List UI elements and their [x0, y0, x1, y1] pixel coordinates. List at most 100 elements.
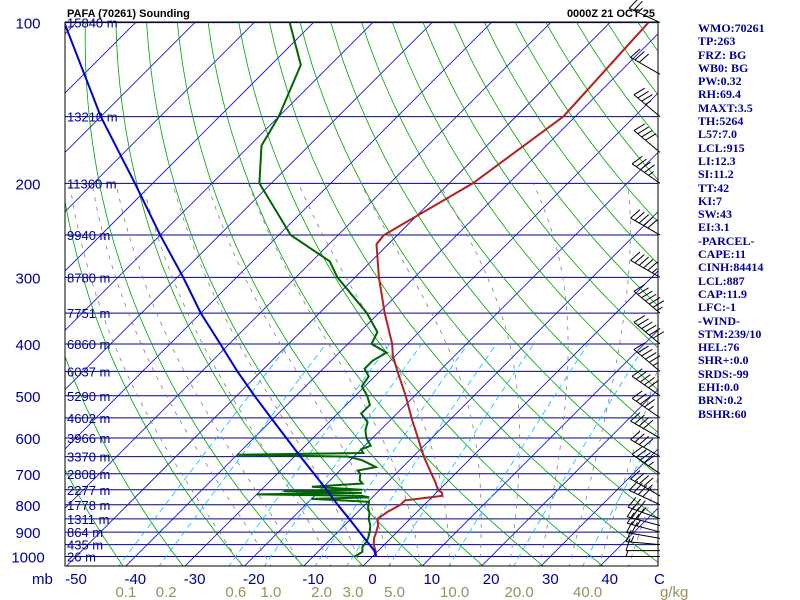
height-label: 6037 m [67, 364, 110, 379]
mixing-ratio-line [448, 343, 589, 566]
moist-adiabat-line [206, 183, 391, 566]
height-label: 11360 m [67, 176, 117, 191]
wind-barb [626, 521, 661, 539]
moist-adiabat-line [360, 183, 482, 566]
stat-line: TT:42 [698, 180, 730, 195]
temperature-tick-label: 20 [483, 571, 500, 588]
mixing-ratio-grid [118, 343, 658, 566]
height-label: 435 m [67, 538, 103, 553]
stat-line: EI:3.1 [698, 220, 730, 235]
temperature-tick-label: 30 [542, 571, 559, 588]
dry-adiabat-line [65, 199, 244, 566]
temperature-tick-label: -20 [243, 571, 265, 588]
stat-line: PW:0.32 [698, 74, 742, 89]
dry-adiabat-line [299, 22, 658, 519]
height-label: 5290 m [67, 389, 110, 404]
height-label: 3370 m [67, 450, 110, 465]
mixing-ratio-tick-label: 0.6 [225, 584, 246, 600]
wind-barb [633, 284, 665, 314]
stat-line: CAPE:11 [698, 247, 746, 262]
wind-barb [633, 87, 661, 117]
height-label: 9940 m [67, 228, 110, 243]
moist-adiabat-line [598, 366, 658, 566]
dry-adiabat-line [0, 0, 4, 568]
height-label: 4602 m [67, 411, 110, 426]
temperature-profile-line [372, 22, 650, 557]
isotherm-line [540, 448, 658, 566]
dry-adiabat-line [268, 22, 658, 563]
dry-adiabat-line [361, 22, 658, 433]
pressure-tick-label: 900 [15, 525, 40, 542]
mixing-ratio-line [158, 343, 327, 566]
dry-adiabat-line [238, 22, 604, 566]
wind-barb [627, 496, 661, 520]
stat-line: CAP:11.9 [698, 286, 747, 301]
height-label: 1311 m [67, 512, 109, 527]
dry-adiabat-line [391, 22, 658, 391]
wind-barb [631, 446, 661, 475]
isotherm-line [184, 92, 658, 566]
wind-barb [631, 155, 661, 184]
height-label: 8780 m [67, 270, 110, 285]
pressure-unit-label: mb [32, 571, 53, 588]
isotherm-line [65, 22, 196, 153]
dry-adiabat-line [65, 355, 184, 566]
dry-adiabat-line [330, 22, 658, 476]
pressure-tick-label: 500 [15, 389, 40, 406]
pressure-tick-label: 200 [15, 176, 40, 193]
wind-barb [630, 412, 661, 439]
stat-line: LCL:915 [698, 140, 745, 155]
pressure-tick-label: 1000 [11, 550, 44, 567]
moist-adiabat-line [533, 183, 569, 566]
stat-line: L57:7.0 [698, 127, 737, 142]
moist-adiabat-line [91, 183, 272, 566]
height-label: 7751 m [67, 306, 110, 321]
wind-barb [630, 430, 661, 458]
stat-line: -WIND- [698, 313, 740, 328]
temperature-tick-label: -40 [124, 571, 146, 588]
chart-title: PAFA (70261) Sounding [67, 8, 190, 20]
stat-line: -PARCEL- [698, 233, 755, 248]
height-label: 15840 m [67, 16, 118, 31]
moist-adiabat-line [438, 183, 520, 566]
wind-barb [633, 123, 661, 153]
wind-barb [626, 505, 661, 527]
wind-barb [625, 529, 661, 546]
stat-line: CINH:84414 [698, 260, 764, 275]
parcel-profile-line [65, 22, 378, 557]
dry-adiabat-grid [0, 0, 658, 568]
pressure-tick-label: 800 [15, 498, 40, 515]
pressure-tick-label: 100 [15, 16, 40, 33]
stat-line: BRN:0.2 [698, 393, 743, 408]
temperature-unit-label: C [654, 571, 665, 588]
stat-line: BSHR:60 [698, 406, 747, 421]
stat-line: LCL:887 [698, 273, 745, 288]
dry-adiabat-line [207, 22, 544, 566]
mixing-ratio-line [314, 343, 469, 566]
height-label: 6860 m [67, 337, 110, 352]
moist-adiabat-line [69, 183, 242, 566]
moist-adiabat-line [115, 183, 302, 566]
stat-line: WMO:70261 [698, 21, 765, 35]
mixing-ratio-tick-label: 10.0 [440, 584, 469, 600]
chart-timestamp: 0000Z 21 OCT 25 [567, 8, 655, 20]
wind-barb [631, 390, 661, 419]
isotherm-line [65, 22, 552, 509]
isotherm-line [65, 22, 315, 272]
isotherm-line [65, 22, 612, 566]
temperature-tick-label: 10 [423, 571, 440, 588]
dry-adiabat-line [146, 22, 424, 566]
stat-line: MAXT:3.5 [698, 100, 753, 115]
stat-line: TP:263 [698, 34, 736, 49]
temperature-tick-label: -30 [184, 571, 206, 588]
stat-line: WB0: BG [698, 60, 749, 75]
mixing-ratio-tick-label: 0.1 [116, 584, 137, 600]
isotherm-line [421, 329, 658, 566]
stat-line: HEL:76 [698, 340, 740, 355]
wind-barb [630, 470, 661, 497]
stat-line: LFC:-1 [698, 300, 736, 315]
mixing-ratio-line [228, 343, 391, 566]
wind-barb [633, 342, 661, 372]
